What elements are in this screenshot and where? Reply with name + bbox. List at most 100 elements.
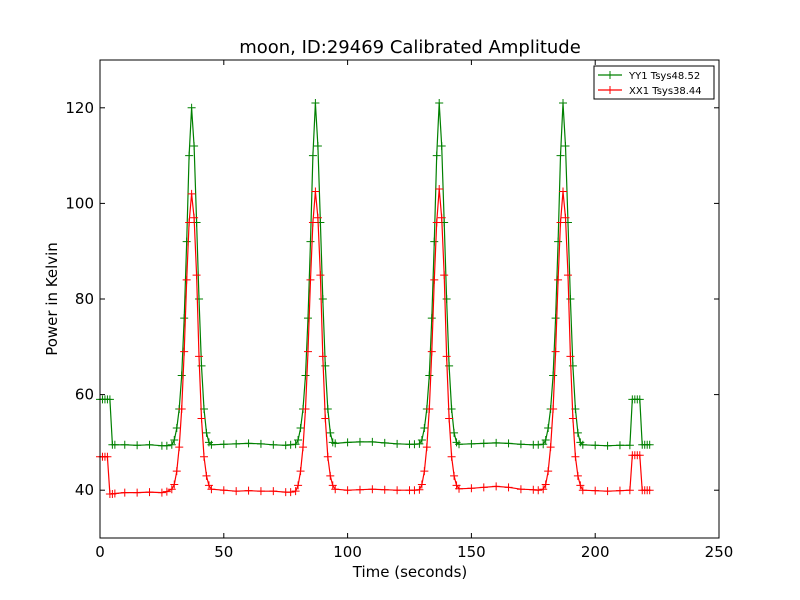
- data-point: [551, 347, 560, 356]
- data-point: [504, 483, 513, 492]
- data-point: [187, 103, 196, 112]
- data-point: [566, 352, 575, 361]
- data-point: [195, 352, 204, 361]
- data-point: [566, 295, 575, 303]
- data-point: [182, 237, 191, 246]
- data-point: [202, 428, 211, 437]
- data-point: [180, 314, 189, 323]
- data-point: [561, 142, 570, 151]
- data-point: [544, 424, 553, 433]
- data-point: [331, 439, 340, 448]
- data-point: [625, 441, 634, 450]
- data-point: [534, 486, 543, 495]
- legend-label: YY1 Tsys48.52: [628, 71, 700, 82]
- data-point: [318, 295, 327, 303]
- data-point: [311, 99, 320, 108]
- data-point: [546, 443, 555, 452]
- data-point: [635, 451, 644, 460]
- data-point: [492, 438, 501, 447]
- data-point: [355, 485, 364, 494]
- data-point: [368, 437, 377, 446]
- data-point: [568, 414, 577, 423]
- data-point: [492, 482, 501, 491]
- data-point: [202, 471, 211, 480]
- data-point: [180, 347, 189, 356]
- data-point: [445, 414, 454, 423]
- legend-items: YY1 Tsys48.52 XX1 Tsys38.44: [598, 71, 702, 97]
- data-point: [303, 314, 312, 323]
- data-point: [219, 440, 228, 449]
- data-point: [232, 487, 241, 496]
- data-point: [549, 371, 558, 380]
- data-point: [440, 271, 449, 280]
- data-point: [437, 142, 446, 151]
- data-point: [286, 488, 295, 497]
- legend-label: XX1 Tsys38.44: [629, 86, 702, 97]
- x-axis-label: Time (seconds): [352, 563, 468, 581]
- data-point: [145, 488, 154, 497]
- data-point: [435, 185, 444, 194]
- data-point: [576, 481, 585, 490]
- legend-marker: [606, 86, 614, 94]
- data-point: [306, 275, 315, 284]
- data-point: [393, 439, 402, 448]
- chart-title: moon, ID:29469 Calibrated Amplitude: [239, 37, 581, 58]
- data-point: [435, 99, 444, 108]
- data-point: [554, 237, 563, 246]
- data-point: [296, 467, 305, 476]
- data-point: [157, 488, 166, 497]
- data-point: [455, 484, 464, 493]
- data-point: [170, 436, 179, 445]
- data-point: [380, 485, 389, 494]
- data-point: [430, 275, 439, 284]
- data-point: [625, 486, 634, 495]
- data-point: [308, 218, 317, 227]
- data-point: [615, 441, 624, 450]
- data-point: [380, 438, 389, 447]
- data-point: [635, 395, 644, 404]
- data-point: [120, 440, 129, 449]
- data-point: [103, 452, 112, 461]
- data-point: [199, 452, 208, 461]
- data-point: [187, 189, 196, 198]
- data-point: [368, 485, 377, 494]
- y-tick-label: 40: [75, 481, 94, 499]
- data-point: [190, 213, 199, 222]
- data-point: [162, 441, 171, 450]
- data-point: [175, 443, 184, 452]
- data-point: [437, 213, 446, 222]
- data-point: [415, 485, 424, 494]
- y-tick-label: 120: [65, 99, 94, 117]
- plot-area: 0 50 100 150 200 250 40 60 80 100 120: [65, 59, 734, 561]
- data-point: [105, 395, 114, 404]
- data-point: [269, 487, 278, 496]
- data-point: [306, 237, 315, 246]
- data-point: [256, 487, 265, 496]
- y-axis-label: Power in Kelvin: [43, 242, 61, 356]
- data-point: [303, 347, 312, 356]
- data-point: [427, 314, 436, 323]
- legend-box: [593, 65, 715, 100]
- x-tick-label: 250: [705, 543, 734, 561]
- data-point: [110, 489, 119, 498]
- data-point: [559, 99, 568, 108]
- data-point: [541, 480, 550, 489]
- data-point: [591, 486, 600, 495]
- data-point: [355, 437, 364, 446]
- data-point: [591, 441, 600, 450]
- data-point: [442, 352, 451, 361]
- data-point: [578, 440, 587, 449]
- data-point: [190, 142, 199, 151]
- data-point: [554, 275, 563, 284]
- data-point: [645, 440, 654, 449]
- data-point: [244, 486, 253, 495]
- data-point: [516, 485, 525, 494]
- y-tick-label: 100: [65, 194, 94, 212]
- data-point: [573, 471, 582, 480]
- data-point: [427, 347, 436, 356]
- data-point: [219, 486, 228, 495]
- data-point: [323, 452, 332, 461]
- data-point: [645, 486, 654, 495]
- data-point: [430, 237, 439, 246]
